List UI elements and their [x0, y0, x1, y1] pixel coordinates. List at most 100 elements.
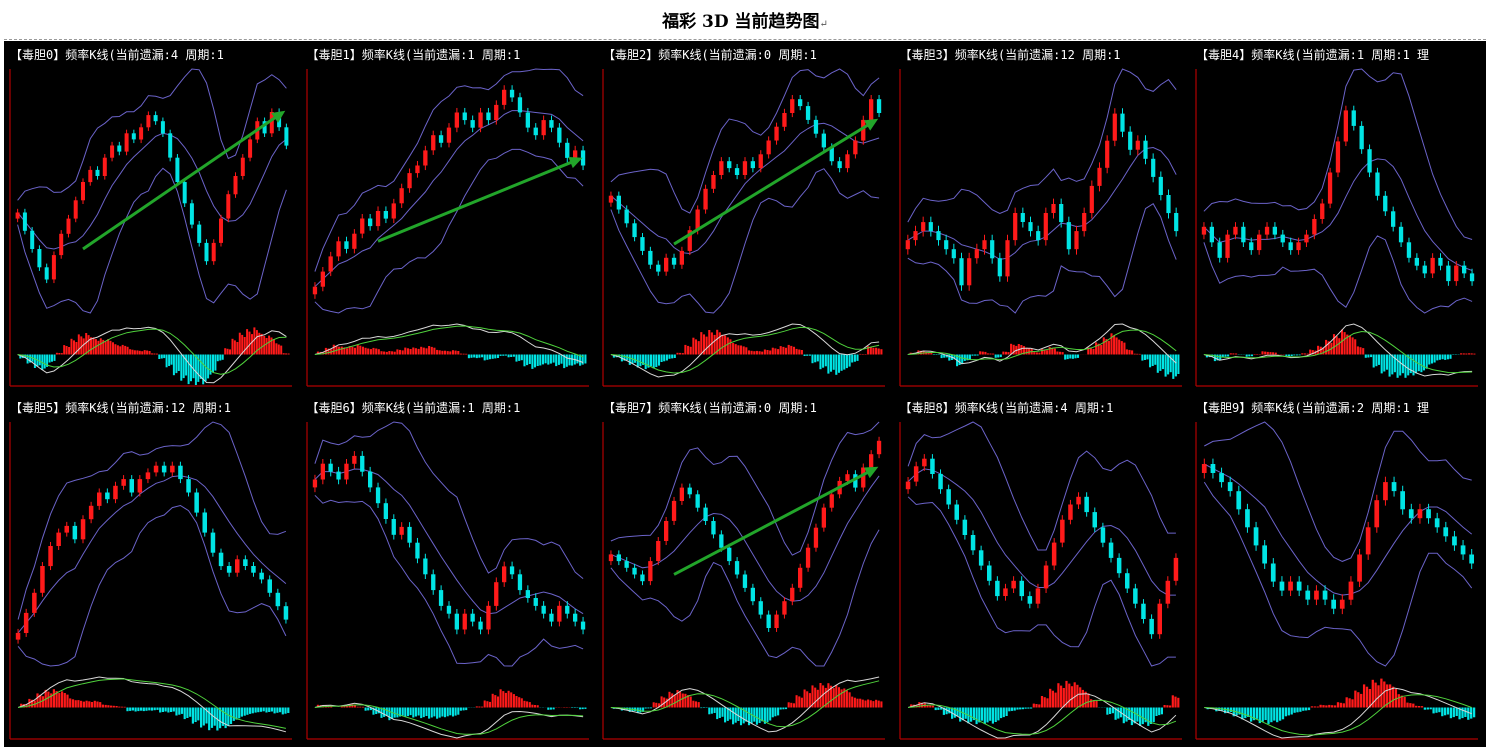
candle — [1173, 213, 1178, 232]
candle — [1383, 482, 1388, 501]
candle — [1165, 580, 1170, 604]
candle — [30, 230, 35, 249]
candle — [548, 120, 554, 128]
candle — [541, 120, 546, 136]
candle — [1288, 581, 1293, 591]
candle — [1148, 618, 1154, 635]
candle — [367, 218, 372, 227]
candle — [608, 195, 614, 203]
candle — [56, 532, 61, 546]
candle — [1066, 222, 1071, 250]
candle — [1406, 242, 1412, 258]
candle — [399, 526, 404, 535]
candle — [1391, 482, 1397, 492]
candle — [1312, 219, 1317, 235]
candle — [1280, 234, 1285, 243]
candle — [782, 601, 787, 615]
macd-dea-line — [314, 325, 583, 358]
candle — [153, 115, 158, 122]
candle — [1417, 509, 1423, 519]
candle — [1225, 234, 1230, 258]
candle — [861, 467, 866, 488]
candle — [462, 112, 467, 121]
candle — [1408, 509, 1414, 519]
candle — [1012, 213, 1017, 241]
candle — [719, 161, 724, 175]
band-middle-line — [1203, 158, 1473, 271]
candle — [1124, 573, 1129, 589]
candle — [44, 267, 49, 280]
candle — [1422, 265, 1427, 274]
candle — [525, 590, 530, 598]
candle — [235, 559, 240, 573]
candle — [805, 547, 811, 568]
candle — [1027, 222, 1033, 232]
candle — [477, 112, 483, 128]
candle — [137, 479, 143, 493]
candle — [1051, 542, 1056, 566]
band-middle-line — [610, 475, 880, 602]
macd-dea-line — [907, 329, 1177, 361]
candle — [1112, 113, 1117, 141]
trend-arrow-shaft — [673, 468, 874, 576]
candle — [438, 590, 443, 606]
candle — [548, 613, 554, 622]
candle — [501, 566, 506, 583]
candle — [80, 519, 86, 540]
candle — [687, 487, 692, 495]
candle — [383, 211, 388, 219]
candle — [320, 463, 325, 480]
candle — [129, 479, 134, 493]
chart-label: 【毒胆5】频率K线(当前遗漏:12 周期:1 — [10, 401, 232, 415]
chart-panel-4: 【毒胆4】频率K线(当前遗漏:1 周期:1 理 — [1190, 41, 1486, 394]
candle — [1217, 242, 1222, 258]
candle — [1400, 491, 1405, 510]
candle — [861, 119, 866, 141]
candle — [945, 489, 951, 505]
macd-dea-line — [314, 704, 583, 735]
candle — [1270, 563, 1276, 582]
candle — [375, 487, 380, 504]
candle — [572, 150, 577, 158]
candle — [1296, 242, 1301, 251]
candle — [139, 127, 144, 140]
candle — [359, 455, 364, 472]
candle — [97, 492, 102, 506]
candle — [1019, 580, 1024, 597]
candle — [95, 169, 100, 176]
candle — [813, 527, 819, 548]
candle — [648, 250, 653, 265]
band-middle-line — [1204, 463, 1473, 596]
candle — [493, 104, 498, 120]
page-title-text: 福彩 3D 当前趋势图 — [662, 12, 820, 32]
candle — [218, 552, 224, 567]
candlestick-chart — [305, 421, 589, 740]
candle — [1219, 473, 1224, 483]
candle — [958, 258, 964, 286]
candle — [351, 455, 356, 464]
candle — [284, 127, 289, 146]
candle — [240, 157, 245, 176]
candle — [671, 257, 677, 265]
trend-arrow-head — [864, 466, 879, 479]
candle — [501, 89, 506, 105]
candle — [1004, 240, 1010, 277]
candle — [978, 550, 983, 566]
candle — [211, 242, 216, 262]
candle — [485, 605, 491, 630]
candle — [146, 115, 151, 128]
candle — [608, 554, 614, 562]
candle — [937, 473, 943, 490]
candle — [517, 97, 522, 113]
candle — [1438, 257, 1443, 266]
candle — [1058, 204, 1063, 223]
candle — [233, 176, 238, 195]
candle — [1331, 599, 1336, 609]
trend-arrow — [673, 118, 879, 246]
candle — [64, 525, 69, 533]
candle — [454, 112, 459, 128]
candle — [798, 99, 803, 107]
candle — [805, 106, 811, 120]
candle — [1020, 213, 1025, 222]
candle — [462, 613, 467, 630]
